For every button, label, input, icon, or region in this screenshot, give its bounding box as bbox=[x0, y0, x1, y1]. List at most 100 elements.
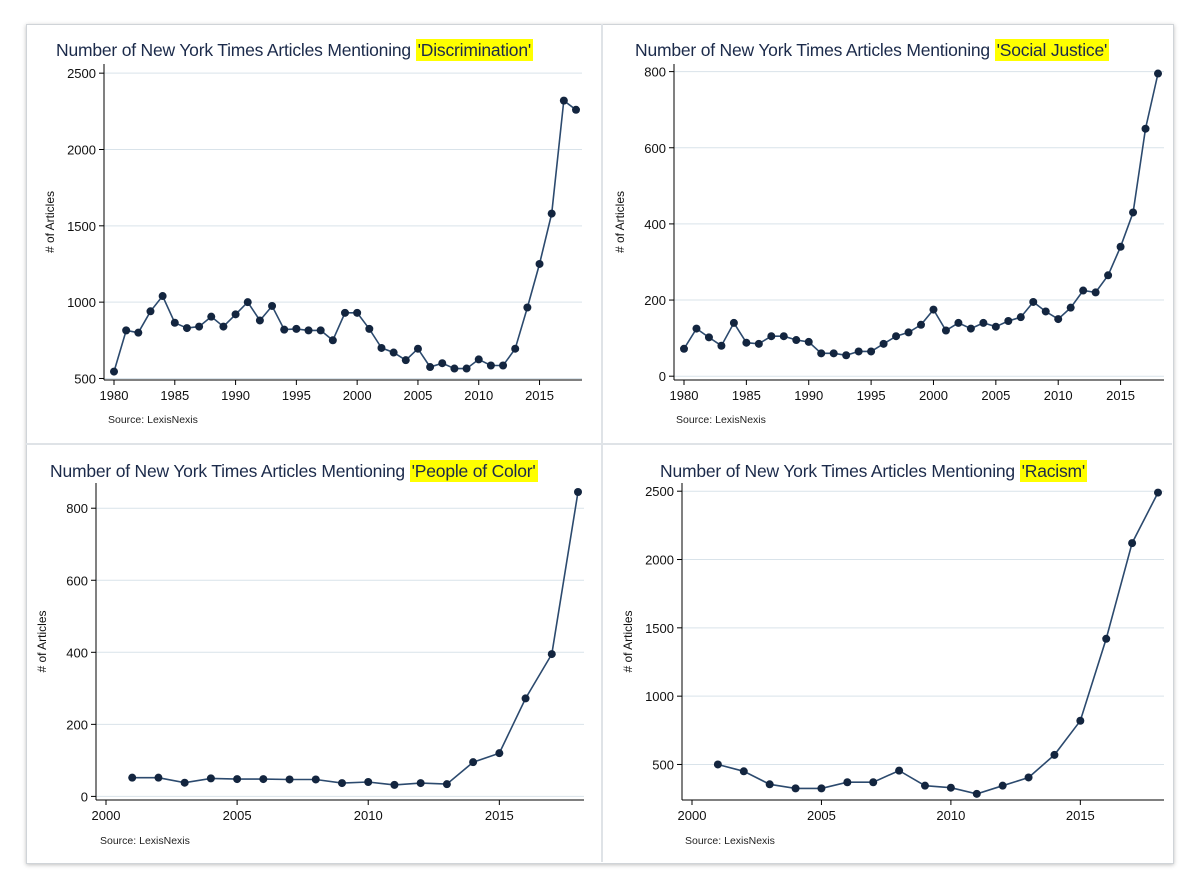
x-tick-label: 2000 bbox=[92, 808, 121, 823]
data-point bbox=[280, 325, 289, 334]
data-point bbox=[895, 766, 904, 775]
data-point bbox=[804, 337, 813, 346]
data-point bbox=[182, 324, 191, 333]
data-point bbox=[328, 336, 337, 345]
data-point bbox=[474, 355, 483, 364]
data-point bbox=[180, 778, 189, 787]
y-tick-label: 1500 bbox=[645, 621, 674, 636]
x-tick-label: 1990 bbox=[221, 388, 250, 403]
data-point bbox=[765, 780, 774, 789]
horizontal-divider bbox=[26, 443, 1172, 445]
data-point bbox=[390, 780, 399, 789]
x-tick-label: 2010 bbox=[464, 388, 493, 403]
data-point bbox=[572, 105, 580, 114]
title-prefix: Number of New York Times Articles Mentio… bbox=[50, 461, 405, 481]
data-point bbox=[917, 320, 925, 329]
y-tick-label: 500 bbox=[74, 371, 96, 386]
data-point bbox=[842, 351, 851, 360]
y-tick-label: 800 bbox=[644, 65, 666, 80]
data-point bbox=[207, 312, 216, 321]
data-point bbox=[559, 96, 568, 105]
data-point bbox=[469, 758, 478, 767]
data-point bbox=[486, 361, 495, 370]
data-point bbox=[523, 303, 532, 312]
chart-title-social-justice: Number of New York Times Articles Mentio… bbox=[635, 39, 1110, 61]
title-highlight: 'Racism' bbox=[1019, 460, 1088, 482]
y-tick-label: 0 bbox=[81, 789, 88, 804]
x-tick-label: 2010 bbox=[1044, 388, 1073, 403]
data-point bbox=[462, 364, 471, 373]
y-tick-label: 400 bbox=[644, 217, 666, 232]
data-point bbox=[195, 322, 204, 331]
data-point bbox=[680, 344, 688, 353]
data-point bbox=[316, 326, 325, 335]
x-tick-label: 2005 bbox=[981, 388, 1010, 403]
data-point bbox=[1102, 634, 1111, 643]
data-point bbox=[879, 339, 888, 348]
data-point bbox=[243, 298, 252, 307]
data-point bbox=[692, 324, 701, 333]
data-point bbox=[170, 318, 179, 327]
x-tick-label: 2015 bbox=[485, 808, 514, 823]
x-tick-label: 1985 bbox=[160, 388, 189, 403]
chart-title-people-of-color: Number of New York Times Articles Mentio… bbox=[50, 460, 538, 482]
series-line bbox=[132, 491, 579, 786]
y-axis-label: # of Articles bbox=[43, 191, 57, 253]
chart-title-discrimination: Number of New York Times Articles Mentio… bbox=[56, 39, 534, 61]
x-tick-label: 2005 bbox=[807, 808, 836, 823]
y-tick-label: 2000 bbox=[67, 142, 96, 157]
data-point bbox=[511, 344, 520, 353]
data-point bbox=[495, 749, 504, 758]
data-point bbox=[817, 349, 826, 358]
data-point bbox=[867, 347, 876, 356]
data-point bbox=[413, 344, 422, 353]
x-tick-label: 1995 bbox=[282, 388, 311, 403]
data-point bbox=[353, 308, 362, 317]
data-point bbox=[521, 694, 530, 703]
data-point bbox=[921, 781, 929, 790]
data-point bbox=[717, 341, 726, 350]
x-tick-label: 1980 bbox=[100, 388, 129, 403]
y-tick-label: 200 bbox=[66, 717, 88, 732]
data-point bbox=[704, 333, 713, 342]
data-point bbox=[854, 347, 863, 356]
data-point bbox=[843, 778, 852, 787]
x-tick-label: 1985 bbox=[732, 388, 761, 403]
data-point bbox=[426, 363, 435, 372]
data-point bbox=[1041, 307, 1050, 316]
y-tick-label: 800 bbox=[66, 501, 88, 516]
data-point bbox=[954, 318, 963, 327]
data-point bbox=[979, 318, 988, 327]
data-point bbox=[1154, 488, 1162, 497]
data-point bbox=[946, 783, 955, 792]
data-point bbox=[869, 778, 878, 787]
data-point bbox=[377, 343, 386, 352]
data-point bbox=[792, 336, 801, 345]
data-point bbox=[1116, 242, 1125, 251]
data-point bbox=[134, 328, 143, 337]
source-note: Source: LexisNexis bbox=[100, 835, 190, 847]
data-point bbox=[1029, 297, 1038, 306]
y-axis-label: # of Articles bbox=[35, 610, 49, 672]
x-tick-label: 2005 bbox=[223, 808, 252, 823]
y-axis-label: # of Articles bbox=[613, 191, 627, 253]
data-point bbox=[219, 322, 228, 331]
y-tick-label: 600 bbox=[66, 573, 88, 588]
data-point bbox=[892, 332, 901, 341]
y-tick-label: 1500 bbox=[67, 219, 96, 234]
data-point bbox=[341, 308, 349, 317]
x-tick-label: 2015 bbox=[1106, 388, 1135, 403]
data-point bbox=[255, 316, 264, 325]
x-tick-label: 2000 bbox=[678, 808, 707, 823]
data-point bbox=[941, 326, 950, 335]
title-highlight: 'Discrimination' bbox=[415, 39, 534, 61]
y-tick-label: 2500 bbox=[67, 66, 96, 81]
y-tick-label: 0 bbox=[659, 369, 666, 384]
series-line bbox=[717, 492, 1159, 795]
data-point bbox=[416, 779, 425, 788]
data-point bbox=[364, 777, 373, 786]
data-point bbox=[1141, 124, 1150, 133]
x-tick-label: 2000 bbox=[919, 388, 948, 403]
x-tick-label: 1995 bbox=[857, 388, 886, 403]
